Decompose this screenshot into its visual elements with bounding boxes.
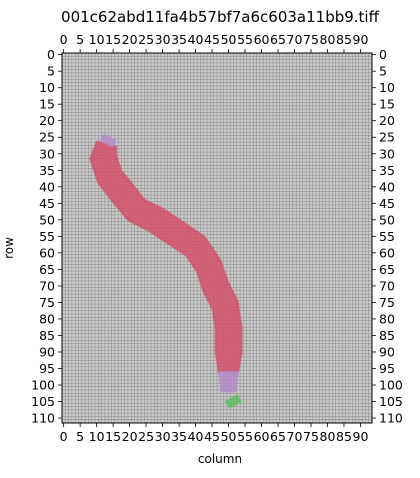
x-tick-label-bottom: 75	[303, 429, 319, 444]
y-tick-label-left: 80	[39, 311, 55, 326]
y-tick-label-left: 105	[31, 394, 55, 409]
x-tick-label-top: 25	[138, 32, 154, 47]
x-tick-label-top: 10	[89, 32, 105, 47]
y-tick-label-left: 90	[39, 344, 55, 359]
x-tick-label-top: 80	[320, 32, 336, 47]
y-tick-label-right: 5	[379, 64, 387, 79]
y-tick-label-right: 20	[379, 113, 395, 128]
y-tick-label-right: 90	[379, 344, 395, 359]
x-tick-label-bottom: 10	[89, 429, 105, 444]
x-tick-label-top: 65	[270, 32, 286, 47]
x-tick-label-top: 75	[303, 32, 319, 47]
x-tick-label-bottom: 35	[171, 429, 187, 444]
x-tick-label-top: 45	[204, 32, 220, 47]
y-tick-label-right: 15	[379, 97, 395, 112]
y-tick-label-right: 85	[379, 328, 395, 343]
y-tick-label-right: 65	[379, 262, 395, 277]
y-tick-label-left: 50	[39, 212, 55, 227]
x-tick-label-bottom: 45	[204, 429, 220, 444]
y-tick-label-right: 25	[379, 130, 395, 145]
x-tick-label-top: 70	[287, 32, 303, 47]
x-tick-label-top: 55	[237, 32, 253, 47]
x-tick-label-bottom: 50	[221, 429, 237, 444]
y-tick-label-right: 100	[379, 378, 403, 393]
y-tick-label-left: 45	[39, 196, 55, 211]
x-tick-label-bottom: 60	[254, 429, 270, 444]
y-tick-label-left: 70	[39, 278, 55, 293]
y-tick-label-right: 50	[379, 212, 395, 227]
y-tick-label-right: 10	[379, 80, 395, 95]
y-tick-label-left: 35	[39, 163, 55, 178]
y-tick-label-left: 55	[39, 229, 55, 244]
y-tick-label-left: 20	[39, 113, 55, 128]
x-tick-label-top: 30	[155, 32, 171, 47]
y-tick-label-right: 110	[379, 411, 403, 426]
y-tick-label-left: 95	[39, 361, 55, 376]
x-tick-label-top: 20	[122, 32, 138, 47]
x-tick-label-bottom: 30	[155, 429, 171, 444]
x-tick-label-top: 60	[254, 32, 270, 47]
x-tick-label-bottom: 55	[237, 429, 253, 444]
y-tick-label-right: 70	[379, 278, 395, 293]
x-tick-label-top: 5	[76, 32, 84, 47]
y-tick-label-left: 85	[39, 328, 55, 343]
y-tick-label-right: 45	[379, 196, 395, 211]
y-tick-label-left: 75	[39, 295, 55, 310]
chart-title: 001c62abd11fa4b57bf7a6c603a11bb9.tiff	[61, 8, 379, 26]
y-tick-label-right: 80	[379, 311, 395, 326]
x-tick-label-top: 40	[188, 32, 204, 47]
y-tick-label-left: 40	[39, 179, 55, 194]
y-tick-label-right: 0	[379, 47, 387, 62]
y-tick-label-right: 40	[379, 179, 395, 194]
segmentation-region	[224, 394, 242, 409]
y-tick-label-left: 0	[47, 47, 55, 62]
y-tick-label-left: 25	[39, 130, 55, 145]
x-tick-label-bottom: 65	[270, 429, 286, 444]
x-tick-label-top: 50	[221, 32, 237, 47]
y-tick-label-right: 60	[379, 245, 395, 260]
x-tick-label-top: 35	[171, 32, 187, 47]
y-tick-label-right: 55	[379, 229, 395, 244]
x-tick-label-top: 15	[105, 32, 121, 47]
y-tick-label-left: 60	[39, 245, 55, 260]
x-tick-label-bottom: 40	[188, 429, 204, 444]
x-tick-label-bottom: 5	[76, 429, 84, 444]
x-axis-label: column	[197, 452, 243, 466]
x-tick-label-bottom: 90	[353, 429, 369, 444]
y-tick-label-left: 10	[39, 80, 55, 95]
y-tick-label-left: 100	[31, 378, 55, 393]
x-tick-label-bottom: 20	[122, 429, 138, 444]
x-tick-label-bottom: 0	[60, 429, 68, 444]
y-tick-label-left: 110	[31, 411, 55, 426]
y-tick-label-left: 15	[39, 97, 55, 112]
x-tick-label-bottom: 70	[287, 429, 303, 444]
y-tick-label-right: 95	[379, 361, 395, 376]
plot-frame	[61, 52, 373, 424]
y-tick-label-right: 75	[379, 295, 395, 310]
axis-ticks: 0055101015152020252530303535404045455050…	[31, 32, 403, 444]
y-tick-label-right: 105	[379, 394, 403, 409]
x-tick-label-top: 85	[336, 32, 352, 47]
x-tick-label-bottom: 80	[320, 429, 336, 444]
x-tick-label-bottom: 15	[105, 429, 121, 444]
y-tick-label-left: 5	[47, 64, 55, 79]
x-tick-label-bottom: 25	[138, 429, 154, 444]
x-tick-label-bottom: 85	[336, 429, 352, 444]
segmentation-region	[217, 370, 240, 393]
segmentation-regions	[89, 133, 243, 409]
x-tick-label-top: 0	[60, 32, 68, 47]
y-tick-label-right: 30	[379, 146, 395, 161]
segmentation-region	[99, 133, 117, 148]
y-tick-label-right: 35	[379, 163, 395, 178]
y-tick-label-left: 30	[39, 146, 55, 161]
y-tick-label-left: 65	[39, 262, 55, 277]
x-tick-label-top: 90	[353, 32, 369, 47]
